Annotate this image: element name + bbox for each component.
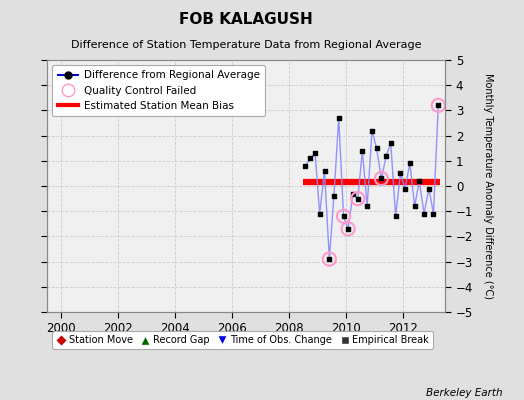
Point bbox=[382, 152, 390, 159]
Point bbox=[377, 175, 386, 182]
Point bbox=[410, 203, 419, 209]
Point bbox=[306, 155, 314, 162]
Point bbox=[420, 210, 428, 217]
Point bbox=[434, 102, 442, 108]
Point bbox=[340, 213, 348, 220]
Point bbox=[368, 127, 376, 134]
Point bbox=[401, 185, 409, 192]
Point bbox=[340, 213, 348, 220]
Point bbox=[387, 140, 395, 146]
Point bbox=[363, 203, 372, 209]
Point bbox=[377, 175, 386, 182]
Text: FOB KALAGUSH: FOB KALAGUSH bbox=[179, 12, 313, 27]
Point bbox=[344, 226, 352, 232]
Point bbox=[373, 145, 381, 151]
Point bbox=[425, 185, 433, 192]
Point bbox=[391, 213, 400, 220]
Point bbox=[354, 195, 362, 202]
Point bbox=[396, 170, 405, 177]
Point bbox=[406, 160, 414, 166]
Point bbox=[330, 193, 338, 199]
Point bbox=[429, 210, 438, 217]
Point bbox=[301, 163, 310, 169]
Text: Difference of Station Temperature Data from Regional Average: Difference of Station Temperature Data f… bbox=[71, 40, 421, 50]
Y-axis label: Monthly Temperature Anomaly Difference (°C): Monthly Temperature Anomaly Difference (… bbox=[483, 73, 493, 299]
Legend: Difference from Regional Average, Quality Control Failed, Estimated Station Mean: Difference from Regional Average, Qualit… bbox=[52, 65, 265, 116]
Point bbox=[349, 190, 357, 197]
Point bbox=[320, 168, 329, 174]
Point bbox=[358, 148, 366, 154]
Point bbox=[325, 256, 334, 262]
Point bbox=[415, 178, 423, 184]
Legend: Station Move, Record Gap, Time of Obs. Change, Empirical Break: Station Move, Record Gap, Time of Obs. C… bbox=[52, 331, 433, 349]
Point bbox=[354, 195, 362, 202]
Text: Berkeley Earth: Berkeley Earth bbox=[427, 388, 503, 398]
Point bbox=[344, 226, 352, 232]
Point bbox=[311, 150, 319, 156]
Point bbox=[315, 210, 324, 217]
Point bbox=[325, 256, 334, 262]
Point bbox=[434, 102, 442, 108]
Point bbox=[334, 115, 343, 121]
